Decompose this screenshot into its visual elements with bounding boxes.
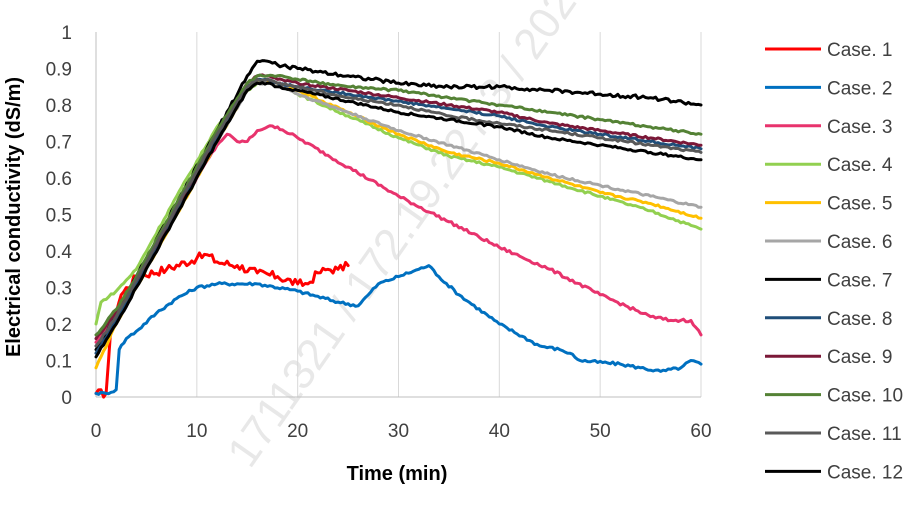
x-axis-title: Time (min) (347, 463, 448, 485)
legend: Case. 1 Case. 2 Case. 3 Case. 4 Case. 5 Case.… (765, 40, 903, 483)
y-tick-label: 0.8 (46, 96, 72, 117)
y-tick-label: 0.7 (46, 133, 72, 154)
y-tick-label: 0.2 (46, 315, 72, 336)
series-line (94, 264, 703, 396)
series-line (94, 80, 703, 326)
x-tick-label: 20 (287, 421, 308, 442)
y-tick-label: 0.4 (46, 242, 73, 263)
x-tick-label: 30 (388, 421, 409, 442)
legend-label: Case. 8 (827, 309, 892, 330)
legend-label: Case. 10 (827, 386, 903, 407)
y-tick-label: 0.1 (46, 352, 72, 373)
legend-label: Case. 6 (827, 232, 892, 253)
x-tick-label: 60 (690, 421, 711, 442)
legend-label: Case. 9 (827, 347, 892, 368)
legend-label: Case. 11 (827, 424, 902, 445)
y-tick-label: 0.6 (46, 169, 72, 190)
y-tick-label: 0 (61, 388, 72, 409)
legend-label: Case. 3 (827, 117, 892, 138)
y-tick-label: 1 (61, 23, 72, 44)
series-line (94, 81, 703, 359)
series-line (94, 73, 703, 337)
legend-label: Case. 4 (827, 155, 893, 176)
watermark: 1711321 / 172.19.227.3 / 2025-0 (218, 0, 623, 476)
x-tick-label: 40 (489, 421, 510, 442)
legend-label: Case. 5 (827, 194, 892, 215)
tick-labels: 0 10 20 30 40 50 60 0 0.1 0.2 0.3 0.4 0.5 0.6 0.7 0.8 0.… (46, 23, 712, 442)
legend-label: Case. 7 (827, 270, 892, 291)
x-tick-label: 10 (186, 421, 207, 442)
y-tick-label: 0.3 (46, 279, 72, 300)
x-tick-label: 50 (590, 421, 611, 442)
series-line (94, 77, 703, 348)
legend-label: Case. 2 (827, 78, 892, 99)
y-axis-title: Electrical conductivity (dS/m) (3, 77, 25, 357)
y-tick-label: 0.9 (46, 60, 72, 81)
legend-label: Case. 12 (827, 462, 903, 483)
x-tick-label: 0 (91, 421, 102, 442)
legend-label: Case. 1 (827, 40, 892, 61)
y-tick-label: 0.5 (46, 206, 72, 227)
series-lines (94, 59, 703, 399)
